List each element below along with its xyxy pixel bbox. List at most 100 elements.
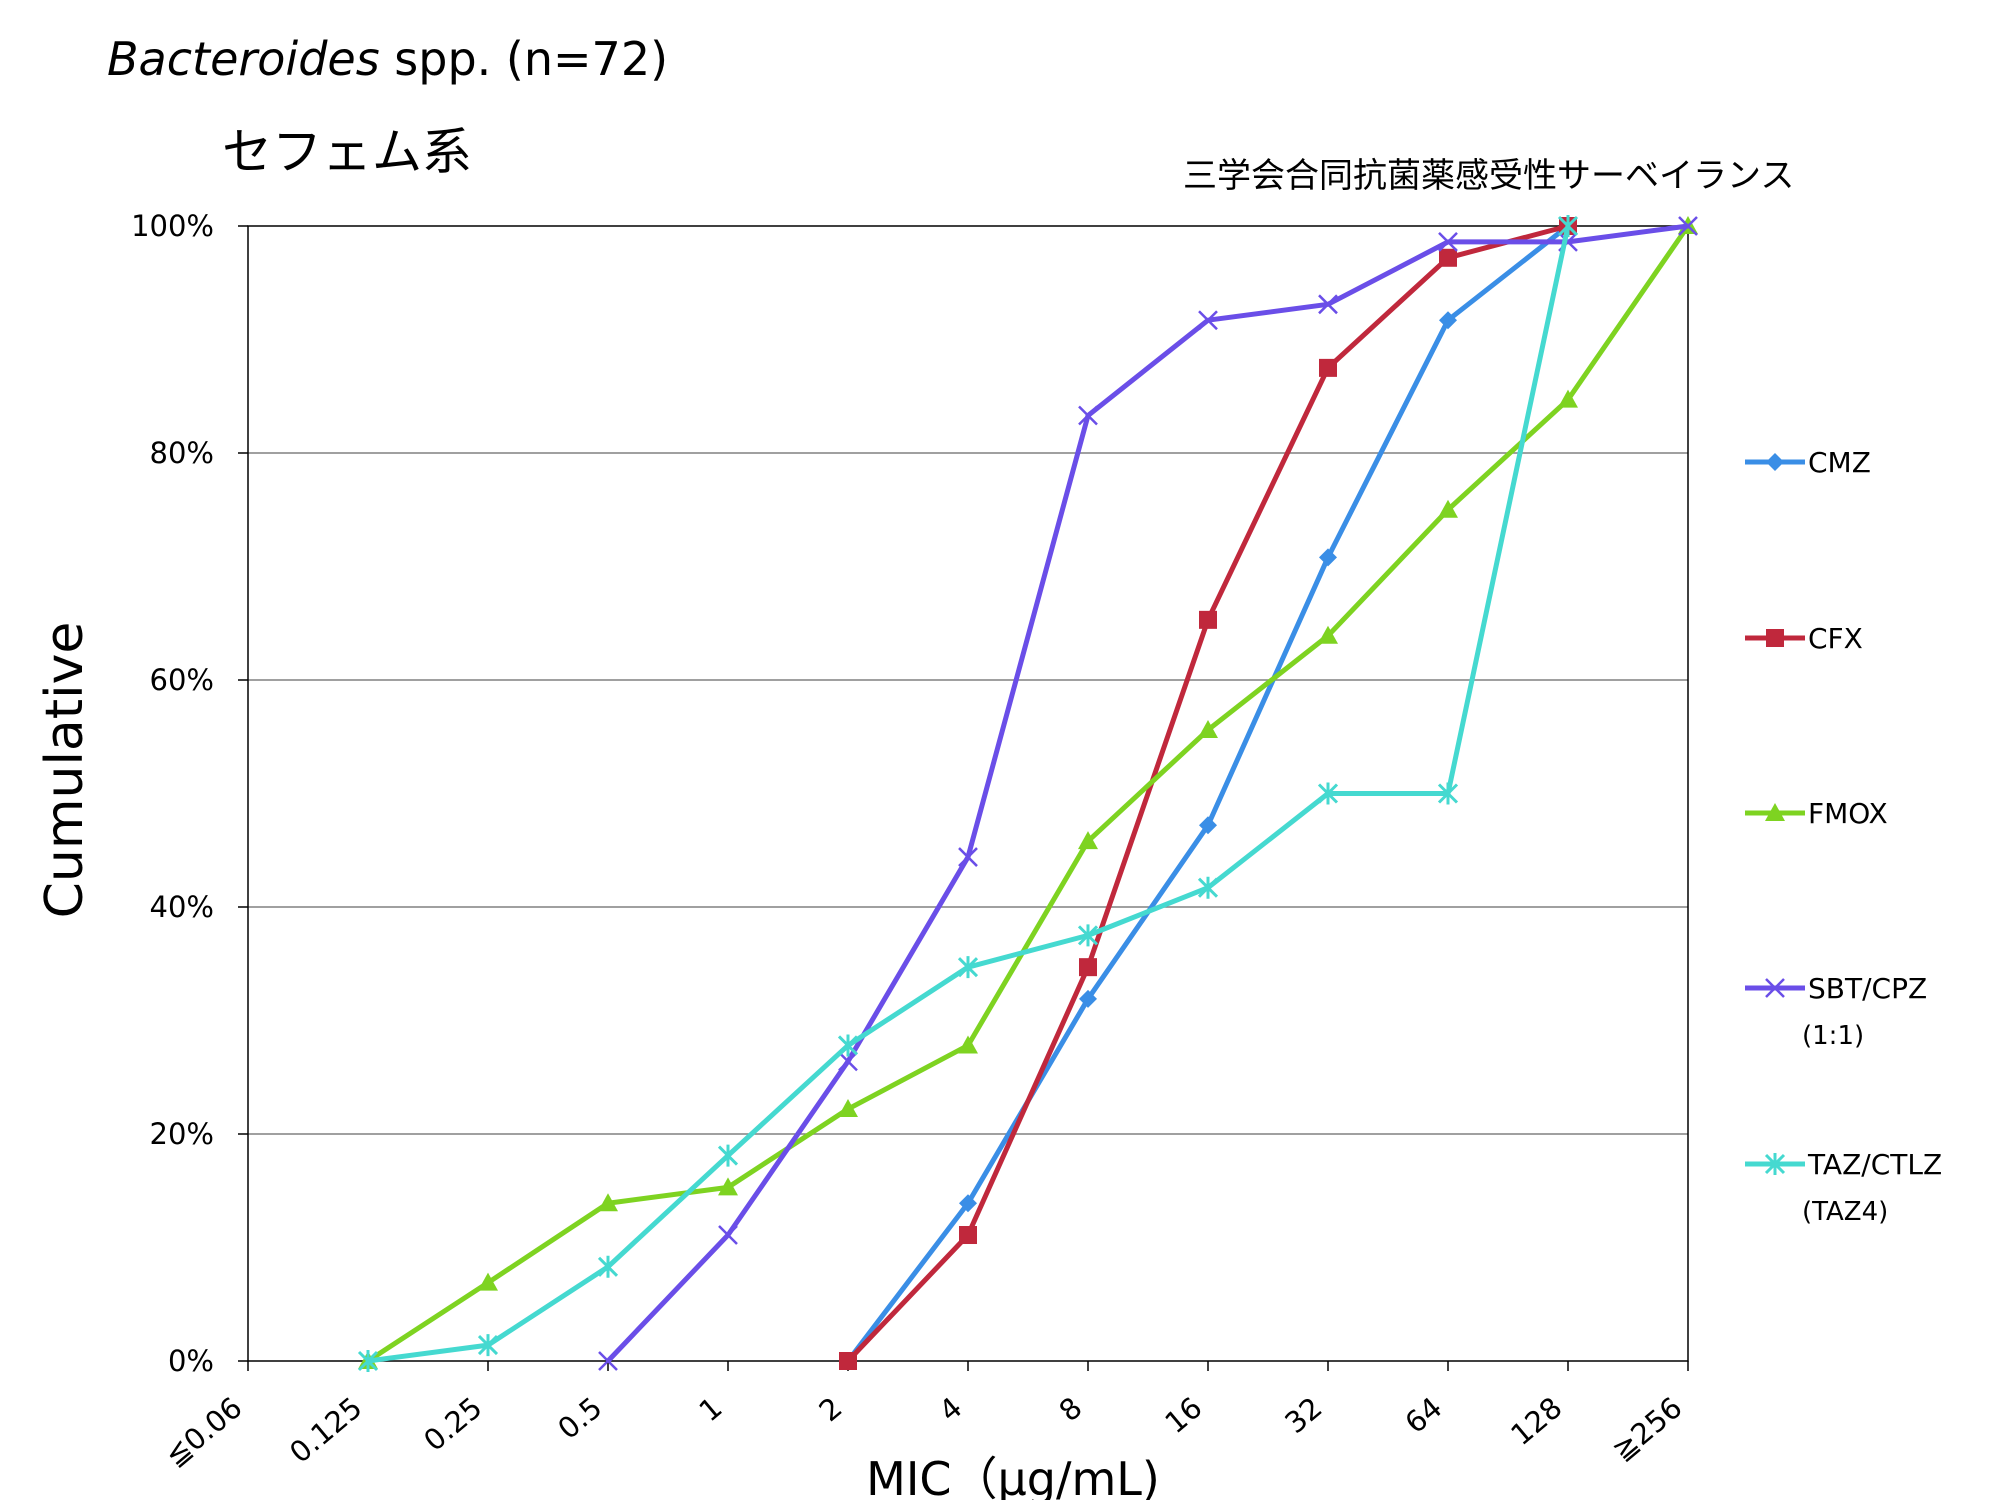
data-point-cmz — [1079, 989, 1097, 1008]
legend-marker — [1765, 978, 1785, 998]
legend-sublabel: (1:1) — [1802, 1021, 1864, 1051]
data-point-sbt-cpz — [598, 1351, 618, 1371]
chart-subtitle: セフェム系 — [222, 123, 472, 181]
data-point-fmox — [598, 1193, 618, 1212]
series-sbt-cpz — [598, 216, 1698, 1371]
data-point-fmox — [478, 1272, 498, 1291]
chart-source: 三学会合同抗菌薬感受性サーベイランス — [1183, 156, 1795, 196]
x-tick-label: 2 — [813, 1390, 849, 1428]
legend-sublabel: (TAZ4) — [1802, 1197, 1888, 1227]
legend-label: TAZ/CTLZ — [1807, 1148, 1942, 1181]
legend-item-sbt-cpz: SBT/CPZ (1:1) — [1745, 972, 1927, 1051]
legend-marker — [1766, 629, 1784, 647]
x-tick-label: ≧256 — [1606, 1390, 1689, 1467]
data-point-sbt-cpz — [1678, 216, 1698, 236]
data-point-taz-ctlz — [1077, 924, 1099, 947]
data-point-fmox — [1318, 625, 1338, 644]
data-point-taz-ctlz — [477, 1334, 499, 1357]
data-point-taz-ctlz — [1317, 782, 1339, 805]
x-tick-label: 0.5 — [551, 1390, 608, 1446]
data-point-cfx — [959, 1226, 977, 1245]
data-point-taz-ctlz — [597, 1255, 619, 1278]
series-line-sbt-cpz — [606, 223, 1689, 1363]
y-tick-label: 80% — [150, 436, 214, 470]
data-point-taz-ctlz — [837, 1034, 859, 1057]
data-point-cmz — [1319, 548, 1337, 567]
legend: CMZ CFX FMOX SBT/CPZ (1:1) TAZ/CTLZ (TAZ4) — [1745, 446, 1942, 1227]
y-tick-label: 40% — [150, 890, 214, 924]
data-point-taz-ctlz — [357, 1350, 379, 1372]
data-point-sbt-cpz — [838, 1051, 858, 1072]
y-axis-label: Cumulative — [35, 622, 95, 919]
data-point-fmox — [1558, 389, 1578, 408]
data-point-fmox — [838, 1099, 858, 1118]
data-point-taz-ctlz — [1197, 876, 1219, 899]
data-point-cmz — [1199, 816, 1217, 835]
data-point-sbt-cpz — [958, 847, 978, 867]
legend-item-fmox: FMOX — [1745, 797, 1888, 830]
data-point-fmox — [1198, 719, 1218, 738]
series-fmox — [358, 216, 1698, 1369]
series-line-fmox — [366, 224, 1691, 1364]
series-taz-ctlz — [357, 215, 1579, 1372]
legend-marker — [1764, 1153, 1786, 1175]
legend-label: CFX — [1808, 622, 1863, 655]
legend-label: CMZ — [1808, 446, 1871, 479]
data-point-sbt-cpz — [1318, 294, 1338, 315]
x-tick-label: 16 — [1158, 1390, 1208, 1440]
title-genus: Bacteroides — [107, 32, 380, 86]
data-point-fmox — [1438, 499, 1458, 518]
series-line-cmz — [846, 224, 1570, 1363]
legend-item-cmz: CMZ — [1745, 446, 1871, 479]
y-tick-label: 100% — [131, 209, 214, 243]
grid-lines — [238, 225, 1689, 1371]
y-tick-label: 0% — [168, 1344, 214, 1378]
data-point-taz-ctlz — [1437, 782, 1459, 805]
data-point-sbt-cpz — [718, 1225, 738, 1245]
y-tick-label: 60% — [150, 663, 214, 697]
series-group — [357, 215, 1698, 1372]
data-point-cfx — [1319, 358, 1337, 377]
series-line-cfx — [846, 223, 1569, 1363]
x-tick-label: 1 — [693, 1390, 729, 1428]
series-line-taz-ctlz — [367, 225, 1571, 1364]
x-tick-label: 0.25 — [417, 1390, 488, 1458]
data-point-cfx — [1079, 958, 1097, 977]
series-cfx — [839, 217, 1577, 1370]
data-point-fmox — [1078, 831, 1098, 850]
title-rest: spp. (n=72) — [379, 32, 669, 86]
data-point-taz-ctlz — [1557, 215, 1579, 237]
legend-marker — [1766, 453, 1784, 471]
chart-title: Bacteroides spp. (n=72) — [107, 32, 668, 86]
data-point-taz-ctlz — [957, 956, 979, 979]
legend-marker — [1765, 803, 1785, 821]
series-cmz — [839, 217, 1577, 1370]
x-tick-label: 0.125 — [283, 1390, 368, 1469]
x-axis-label: MIC（μg/mL) — [866, 1452, 1160, 1500]
y-tick-label: 20% — [150, 1117, 214, 1151]
data-point-cfx — [1439, 248, 1457, 267]
x-tick-label: 128 — [1504, 1390, 1568, 1452]
x-tick-label: 32 — [1278, 1390, 1328, 1440]
data-point-fmox — [718, 1177, 738, 1196]
data-point-fmox — [958, 1035, 978, 1054]
x-tick-label: 4 — [933, 1390, 969, 1428]
x-tick-label: 64 — [1398, 1390, 1448, 1440]
x-tick-label: 8 — [1053, 1390, 1089, 1428]
legend-label: SBT/CPZ — [1808, 972, 1927, 1005]
legend-label: FMOX — [1808, 797, 1888, 830]
data-point-taz-ctlz — [717, 1144, 739, 1167]
data-point-cfx — [839, 1352, 857, 1370]
plot-area — [247, 225, 1689, 1362]
data-point-cmz — [959, 1194, 977, 1213]
legend-item-taz-ctlz: TAZ/CTLZ (TAZ4) — [1745, 1148, 1942, 1227]
data-point-sbt-cpz — [1438, 232, 1458, 252]
legend-item-cfx: CFX — [1745, 622, 1863, 655]
data-point-cfx — [1199, 610, 1217, 629]
data-point-sbt-cpz — [1198, 310, 1218, 331]
x-tick-label: ≦0.06 — [159, 1390, 249, 1473]
y-tick-labels: 0% 20% 40% 60% 80% 100% — [131, 209, 214, 1378]
data-point-cmz — [1439, 311, 1457, 330]
data-point-sbt-cpz — [1078, 405, 1098, 426]
